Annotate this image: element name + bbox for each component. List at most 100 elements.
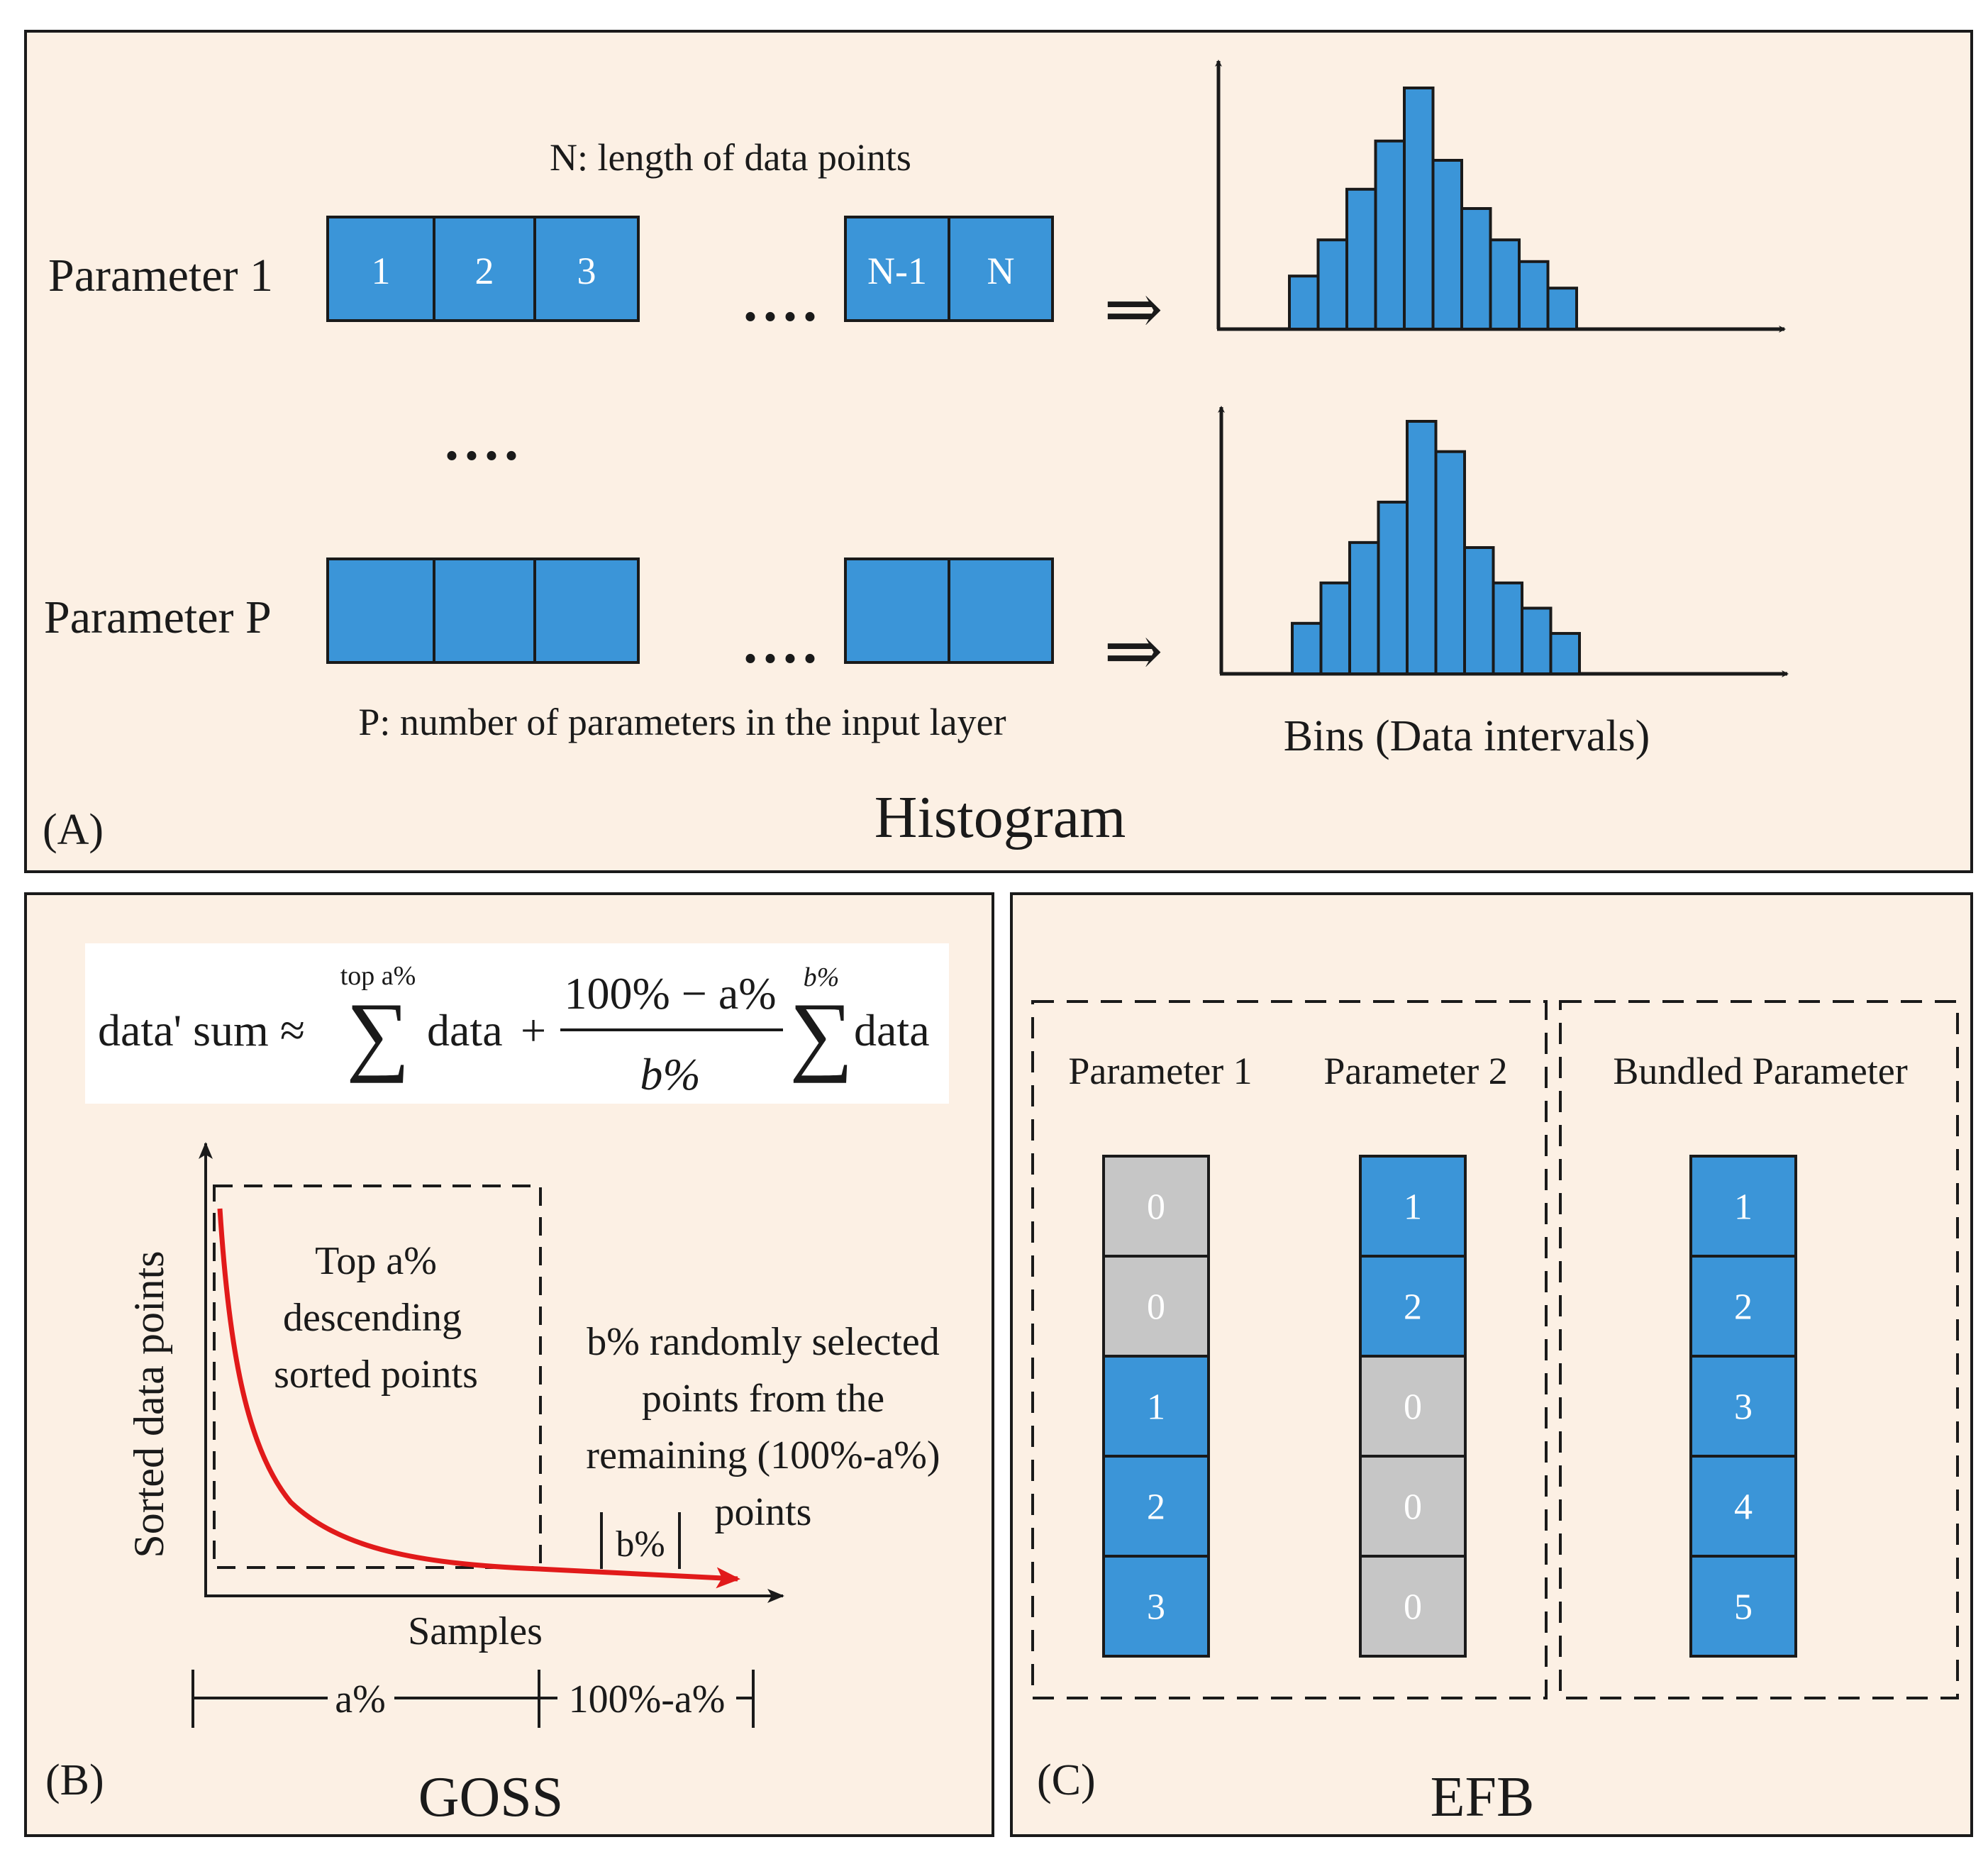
sum-1-icon: ∑ — [346, 985, 410, 1084]
panel-a: N: length of data points Parameter 1 1 2… — [24, 30, 1973, 873]
cell-p1-2-label: 2 — [475, 250, 494, 292]
hist-2-bar-9 — [1521, 606, 1553, 675]
panel-c-title: EFB — [1431, 1766, 1535, 1829]
cell-p1-n-1 — [844, 216, 950, 322]
param-2-cell-1-label: 1 — [1404, 1187, 1422, 1228]
hist-2-bar-7 — [1463, 546, 1495, 675]
param-1-column: 0 0 1 2 3 — [1102, 1155, 1210, 1658]
hist-1-bar-10 — [1546, 287, 1578, 331]
bundled-dashed-box — [1559, 1000, 1959, 1699]
panel-a-frame — [24, 30, 1973, 873]
formula-data-1: data — [427, 1005, 503, 1055]
sum-2-limit: b% — [804, 962, 840, 992]
sum-2-icon: ∑ — [789, 985, 853, 1084]
hist-1-bar-6 — [1431, 159, 1463, 331]
b-marker-label: b% — [616, 1524, 665, 1565]
param-1-cell-3-label: 1 — [1147, 1387, 1165, 1428]
top-box-line-1: Top a% — [315, 1239, 437, 1283]
bundled-cell-2 — [1689, 1255, 1797, 1358]
cell-p1-2 — [433, 216, 536, 322]
formula-plus: + — [521, 1005, 546, 1055]
row-1-ellipsis: .... — [743, 271, 823, 333]
random-line-1: b% randomly selected — [587, 1320, 940, 1364]
hist-1-bar-3 — [1345, 187, 1377, 331]
bins-label: Bins (Data intervals) — [1284, 712, 1650, 760]
cell-p1-3 — [533, 216, 640, 322]
hist-1-bar-5 — [1403, 87, 1435, 331]
param-2-cell-5 — [1359, 1555, 1467, 1658]
panel-c: Parameter 1 Parameter 2 Bundled Paramete… — [1010, 892, 1973, 1837]
sorted-curve — [217, 1208, 740, 1589]
formula-numerator: 100% − a% — [564, 968, 776, 1019]
histogram-1 — [1215, 60, 1786, 333]
n-caption: N: length of data points — [550, 136, 911, 179]
random-line-2: points from the — [642, 1377, 884, 1421]
param-1-cell-4 — [1102, 1455, 1210, 1558]
param-1-cell-4-label: 2 — [1147, 1487, 1165, 1528]
cell-pp-2 — [433, 557, 536, 664]
param-2-cell-1 — [1359, 1155, 1467, 1258]
parameter-p-label: Parameter P — [44, 592, 272, 643]
panel-a-title: Histogram — [874, 784, 1126, 850]
cell-p1-1 — [326, 216, 435, 322]
bundled-cell-3-label: 3 — [1734, 1387, 1753, 1428]
top-box-line-2: descending — [283, 1296, 462, 1340]
y-axis-label: Sorted data points — [126, 1250, 172, 1558]
panel-c-label: (C) — [1037, 1756, 1096, 1804]
param-2-cell-5-label: 0 — [1404, 1587, 1422, 1628]
hist-2-bar-10 — [1549, 632, 1581, 675]
param-1-cell-3 — [1102, 1355, 1210, 1458]
original-params-dashed-box — [1031, 1000, 1548, 1699]
hist-1-bar-1 — [1288, 274, 1320, 331]
hist-2-bars — [1291, 420, 1581, 676]
parameter-1-label: Parameter 1 — [48, 250, 273, 301]
param-2-cell-2 — [1359, 1255, 1467, 1358]
row-p-ellipsis: .... — [743, 613, 823, 675]
param-1-cell-2 — [1102, 1255, 1210, 1358]
bundled-cell-5-label: 5 — [1734, 1587, 1753, 1628]
arrow-2-icon: ⇒ — [1104, 612, 1163, 691]
panel-b: data' sum ≈ ∑ top a% data + 100% − a% b%… — [24, 892, 994, 1837]
top-a-dashed-box — [213, 1185, 542, 1569]
hist-2-bar-2 — [1319, 581, 1351, 676]
param-2-header: Parameter 2 — [1323, 1050, 1507, 1092]
formula-denominator: b% — [640, 1049, 700, 1099]
hist-2-bar-6 — [1434, 450, 1466, 675]
hist-2-bar-3 — [1348, 540, 1380, 675]
param-2-cell-3-label: 0 — [1404, 1387, 1422, 1428]
bundled-column: 1 2 3 4 5 — [1689, 1155, 1797, 1658]
cell-p1-1-label: 1 — [372, 250, 391, 292]
formula-box — [85, 943, 949, 1104]
hist-1-bars — [1288, 87, 1578, 331]
range-a-label: a% — [335, 1677, 386, 1721]
cell-pp-n-1 — [844, 557, 950, 664]
param-1-cell-5-label: 3 — [1147, 1587, 1165, 1628]
formula-lhs: data' sum ≈ — [98, 1005, 305, 1055]
p-caption: P: number of parameters in the input lay… — [358, 701, 1006, 743]
param-2-cell-4-label: 0 — [1404, 1487, 1422, 1528]
parameter-p-cells — [326, 557, 1054, 664]
bundled-cell-1-label: 1 — [1734, 1187, 1753, 1228]
param-2-column: 1 2 0 0 0 — [1359, 1155, 1467, 1658]
panel-b-title: GOSS — [418, 1766, 564, 1829]
cell-pp-3 — [533, 557, 640, 664]
cell-pp-n — [948, 557, 1054, 664]
histogram-2 — [1218, 406, 1789, 677]
parameter-1-cells: 1 2 3 N-1 N — [326, 216, 1054, 322]
vertical-ellipsis: .... — [445, 410, 524, 472]
bundled-cell-5 — [1689, 1555, 1797, 1658]
cell-pp-1 — [326, 557, 435, 664]
x-axis-label: Samples — [408, 1609, 543, 1653]
cell-p1-n-label: N — [987, 250, 1015, 292]
panel-b-label: (B) — [45, 1756, 104, 1804]
cell-p1-n-1-label: N-1 — [867, 250, 927, 292]
random-line-3: remaining (100%-a%) — [586, 1433, 940, 1477]
range-rest-label: 100%-a% — [569, 1677, 726, 1721]
hist-1-bar-4 — [1374, 139, 1406, 331]
bundled-cell-4-label: 4 — [1734, 1487, 1753, 1528]
goss-plot: Sorted data points Samples Top a% descen… — [126, 1142, 940, 1728]
hist-2-bar-4 — [1377, 500, 1409, 675]
cell-p1-3-label: 3 — [577, 250, 596, 292]
hist-1-bar-8 — [1489, 238, 1521, 331]
